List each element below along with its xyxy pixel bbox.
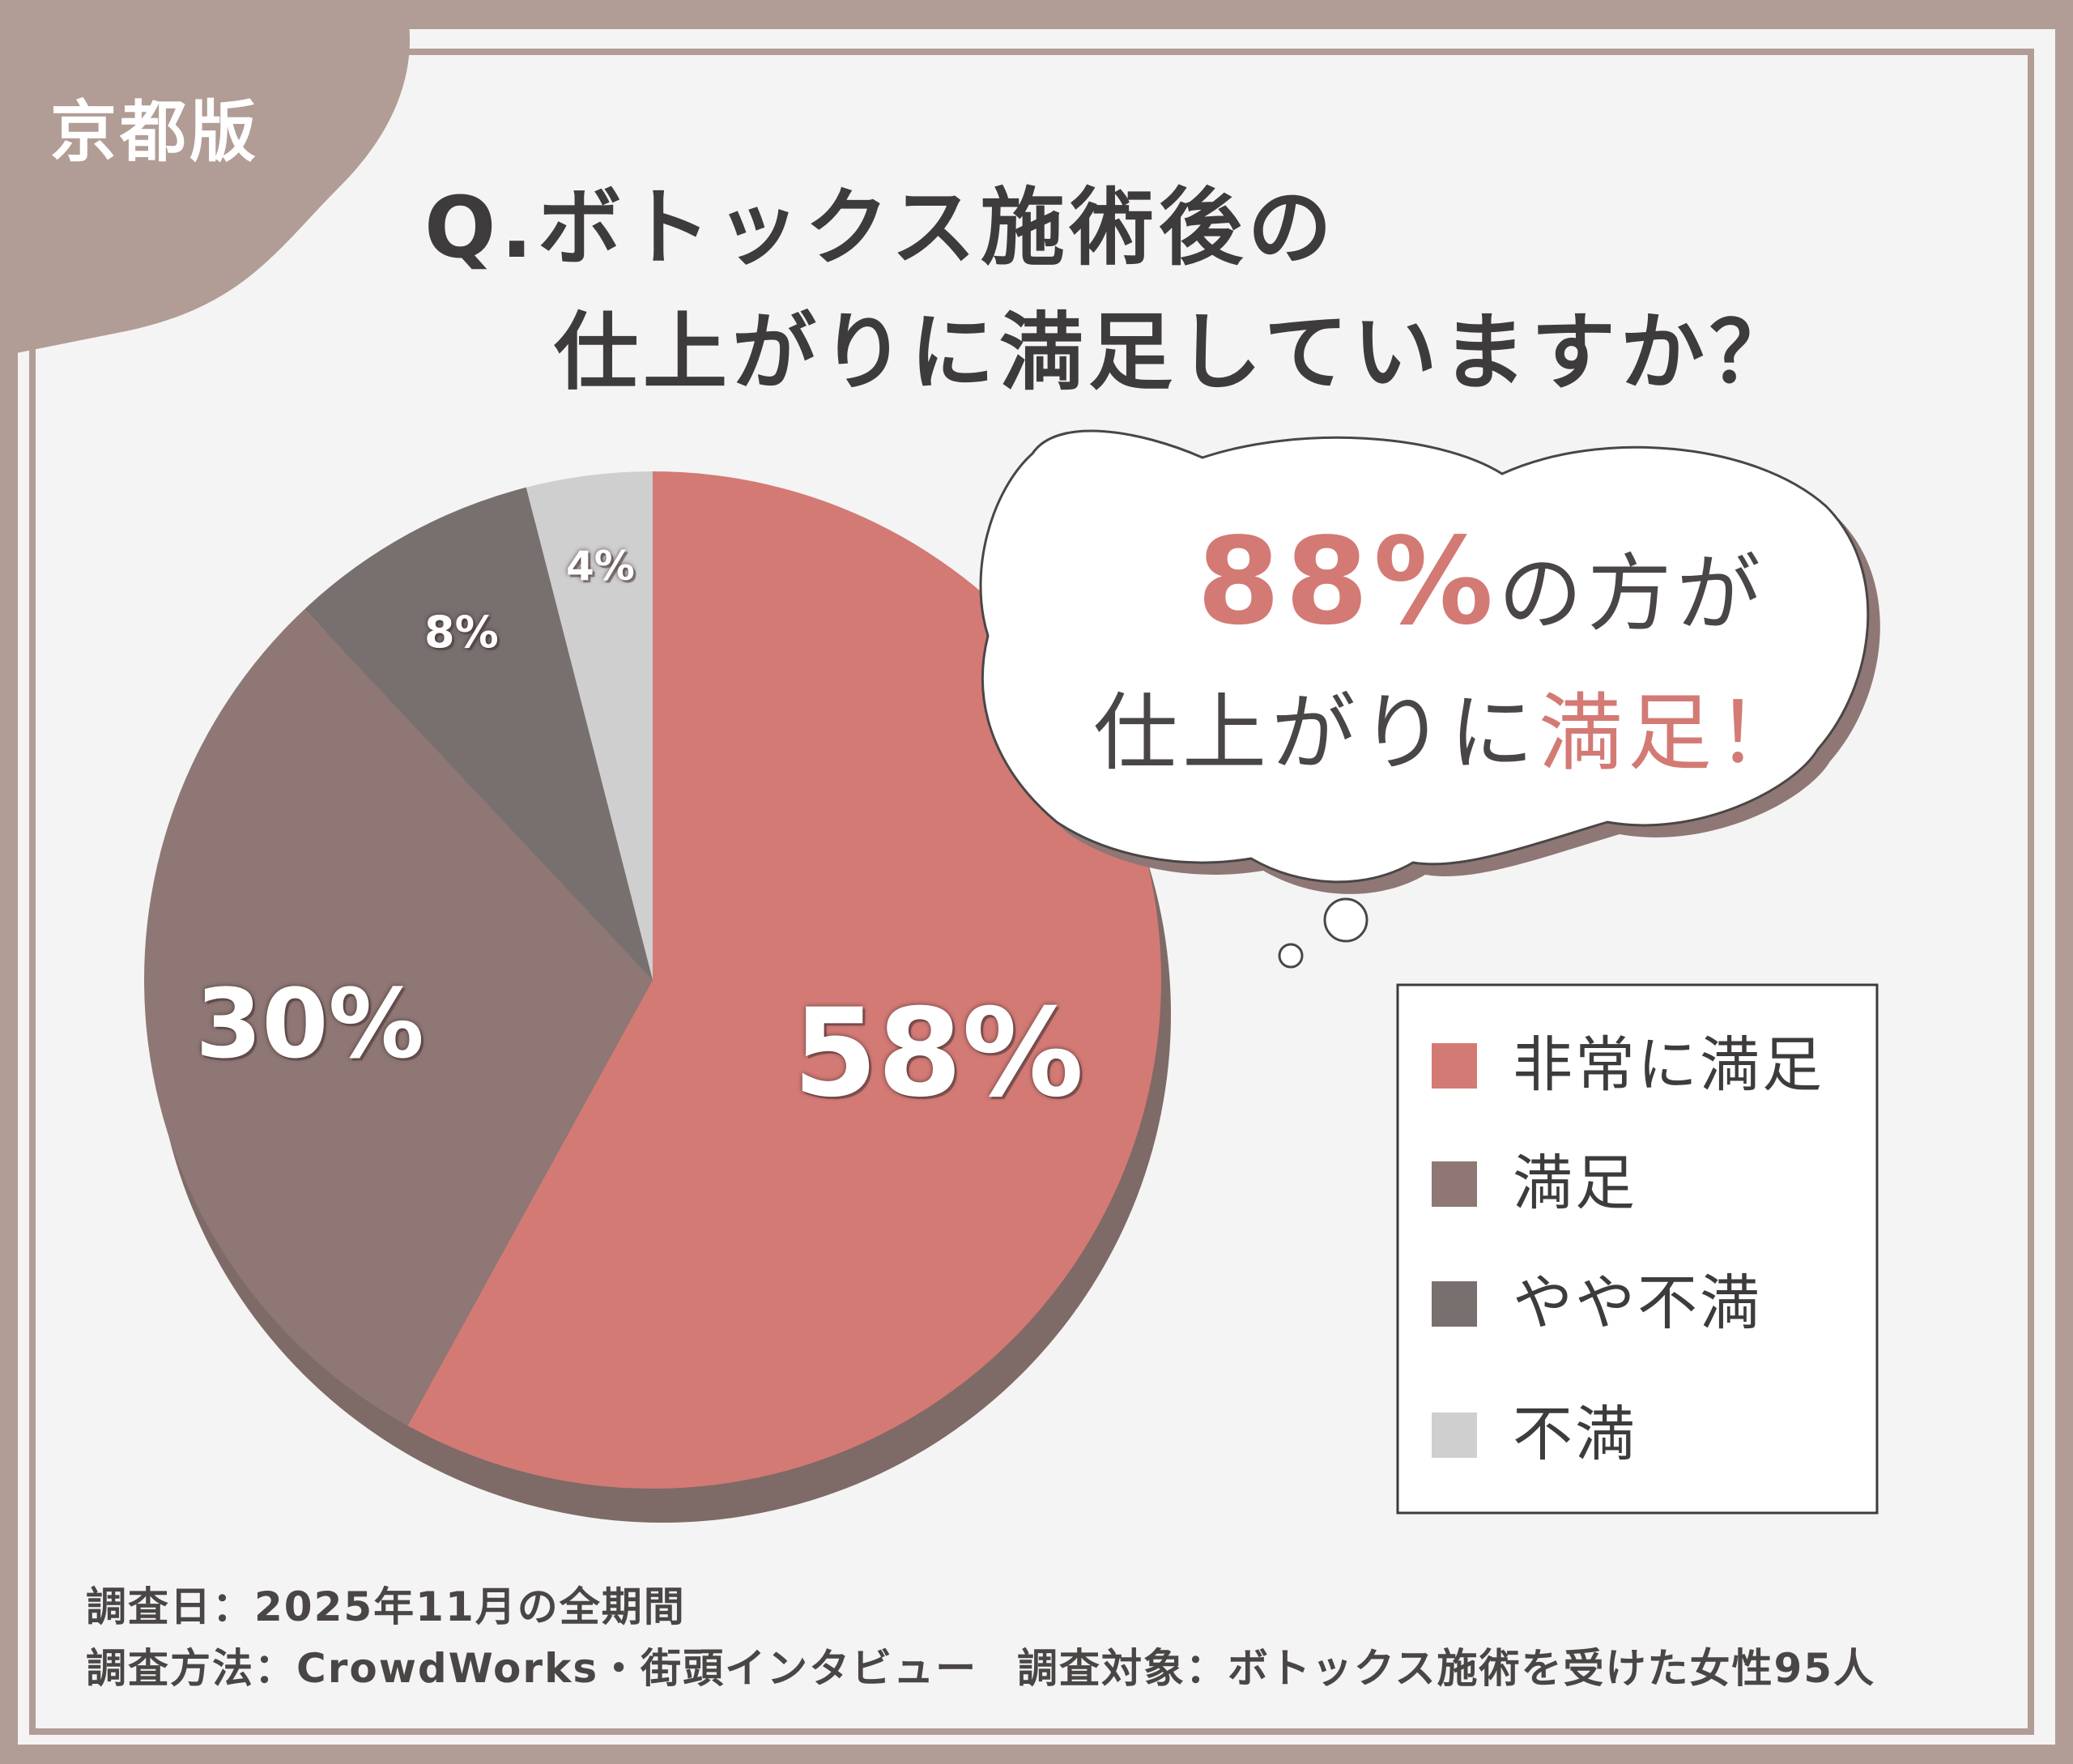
callout-highlight-value: 88%: [1197, 512, 1499, 651]
callout-line1: 88%の方が: [1197, 512, 1765, 651]
speech-bubble: [979, 429, 1870, 884]
survey-date: 調査日：2025年11月の全期間: [86, 1583, 686, 1630]
legend-label: 不満: [1513, 1400, 1637, 1469]
pie-value-label: 30%: [195, 967, 424, 1080]
legend-label: 満足: [1513, 1148, 1637, 1218]
callout-line2-accent: 満足！: [1539, 684, 1807, 782]
legend-label: やや不満: [1513, 1268, 1762, 1338]
pie-slice-satisfied: [144, 609, 653, 1426]
pie-value-label: 4%: [565, 543, 635, 590]
question-title-line1: Q.ボトックス施術後の: [424, 178, 1337, 277]
legend-swatch: [1432, 1161, 1477, 1207]
callout-line1-rest: の方が: [1498, 544, 1766, 643]
legend-box: [1396, 983, 1879, 1515]
pie-value-label: 8%: [424, 607, 499, 658]
pie-slice-dissatisfied: [526, 471, 653, 980]
region-tag-shape: [0, 0, 411, 356]
legend-swatch: [1432, 1043, 1477, 1089]
thought-dot-small: [1278, 943, 1304, 969]
legend-label: 非常に満足: [1513, 1030, 1824, 1100]
survey-target: 調査対象：ボトックス施術を受けた女性95人: [1017, 1645, 1876, 1692]
legend-swatch: [1432, 1412, 1477, 1458]
callout-line2-start: 仕上がりに: [1093, 684, 1539, 782]
pie-value-label: 58%: [793, 982, 1084, 1124]
pie-slice-very-satisfied: [407, 471, 1162, 1489]
question-title-line2: 仕上がりに満足していますか？: [554, 303, 1798, 402]
pie-chart: [144, 471, 1171, 1523]
survey-method: 調査方法：CrowdWorks・街頭インタビュー: [86, 1645, 978, 1692]
inner-border: [29, 49, 2034, 1735]
thought-dot-large: [1323, 897, 1369, 943]
pie-slice-somewhat-dissatisfied: [304, 487, 653, 980]
callout-line2: 仕上がりに満足！: [1093, 664, 1806, 786]
legend-swatch: [1432, 1281, 1477, 1327]
region-tag: 京都版: [50, 94, 260, 171]
